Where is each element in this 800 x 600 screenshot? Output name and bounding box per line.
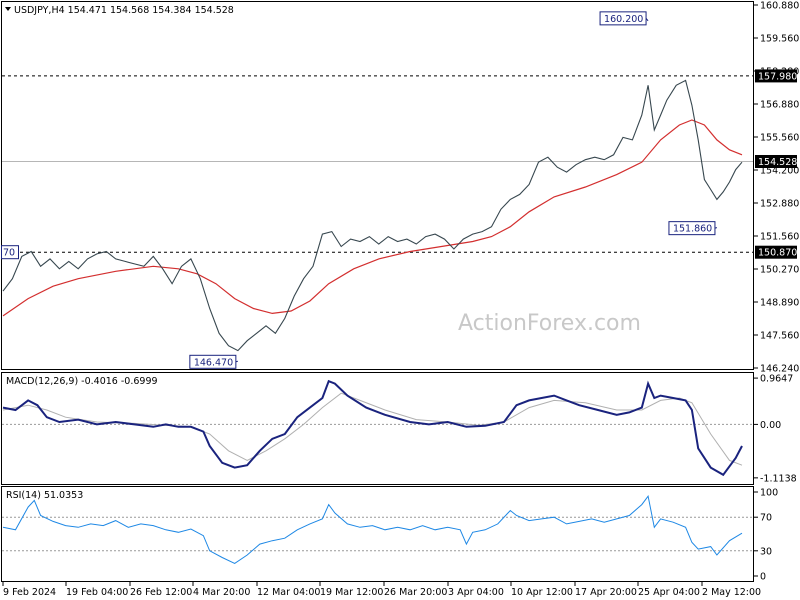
- annotation-box: [599, 11, 647, 26]
- time-tick-label: 4 Mar 20:00: [193, 587, 250, 598]
- price-tick-label: 156.880: [760, 100, 799, 111]
- annotation-label: 151.860: [673, 224, 712, 235]
- macd-pane: [1, 372, 754, 485]
- price-tick-label: 154.200: [760, 166, 799, 177]
- header-arrow-icon: [5, 7, 11, 11]
- level-tag-label: 150.870: [758, 248, 797, 259]
- level-tag-label: 154.528: [758, 157, 797, 168]
- macd-tick-label: 0.9647: [760, 374, 793, 385]
- price-tick-label: 150.270: [760, 265, 799, 276]
- level-tag: [755, 69, 797, 83]
- rsi-tick-label: 30: [760, 546, 772, 557]
- price-pane: [1, 1, 754, 370]
- time-axis: 9 Feb 2024 19 Feb 04:00 26 Feb 12:00 4 Mar …: [2, 582, 761, 598]
- rsi-axis: 100 70 30 0: [753, 488, 778, 583]
- time-tick-label: 19 Feb 04:00: [66, 587, 128, 598]
- rsi-pane: [1, 486, 754, 582]
- annotation-box: [668, 221, 716, 236]
- macd-header: MACD(12,26,9) -0.4016 -0.6999: [6, 376, 158, 387]
- annotation-label: 160.200: [604, 14, 643, 25]
- macd-axis: 0.9647 0.00 -1.1138: [753, 374, 797, 484]
- time-tick-label: 19 Mar 12:00: [320, 587, 383, 598]
- time-tick-label: 9 Feb 2024: [3, 587, 56, 598]
- price-tick-label: 151.560: [760, 232, 799, 243]
- level-tag-label: 157.980: [758, 71, 797, 82]
- level-lines: 157.980 150.870 70 154.528: [1, 69, 797, 260]
- watermark: ActionForex.com: [458, 311, 641, 336]
- price-tick-label: 155.560: [760, 133, 799, 144]
- time-tick-label: 25 Apr 04:00: [638, 587, 700, 598]
- price-tick-label: 152.880: [760, 199, 799, 210]
- price-header: USDJPY,H4 154.471 154.568 154.384 154.52…: [14, 5, 234, 16]
- level-tag: [755, 245, 797, 259]
- macd-tick-label: -1.1138: [760, 473, 797, 484]
- rsi-header: RSI(14) 51.0353: [6, 490, 83, 501]
- price-tick-label: 159.560: [760, 34, 799, 45]
- macd-tick-label: 0.00: [760, 420, 781, 431]
- time-tick-label: 17 Apr 20:00: [575, 587, 637, 598]
- price-axis: 160.880159.560158.280156.880155.560154.2…: [753, 1, 799, 375]
- time-tick-label: 3 Apr 04:00: [448, 587, 504, 598]
- signal-line: [2, 392, 743, 466]
- level-tag: [755, 154, 797, 168]
- macd-line: [2, 379, 743, 477]
- time-tick-label: 10 Apr 12:00: [511, 587, 573, 598]
- rsi-tick-label: 100: [760, 488, 778, 499]
- price-tick-label: 160.880: [760, 1, 799, 12]
- price-tick-label: 147.560: [760, 331, 799, 342]
- left-level-tag: [1, 245, 19, 260]
- price-tick-label: 146.240: [760, 364, 799, 375]
- left-level-tag-label: 70: [3, 248, 15, 259]
- annotation-box: [189, 354, 237, 369]
- rsi-tick-label: 0: [760, 572, 766, 583]
- rsi-tick-label: 70: [760, 513, 772, 524]
- price-line: [2, 79, 743, 352]
- time-tick-label: 12 Mar 04:00: [257, 587, 320, 598]
- time-tick-label: 26 Mar 20:00: [384, 587, 447, 598]
- time-tick-label: 2 May 12:00: [702, 587, 761, 598]
- price-annotations: 160.200 146.470 151.860: [189, 11, 718, 369]
- annotation-label: 146.470: [194, 357, 233, 368]
- ma-line: [2, 119, 743, 317]
- price-tick-label: 148.890: [760, 298, 799, 309]
- time-tick-label: 26 Feb 12:00: [130, 587, 192, 598]
- rsi-line: [2, 495, 743, 564]
